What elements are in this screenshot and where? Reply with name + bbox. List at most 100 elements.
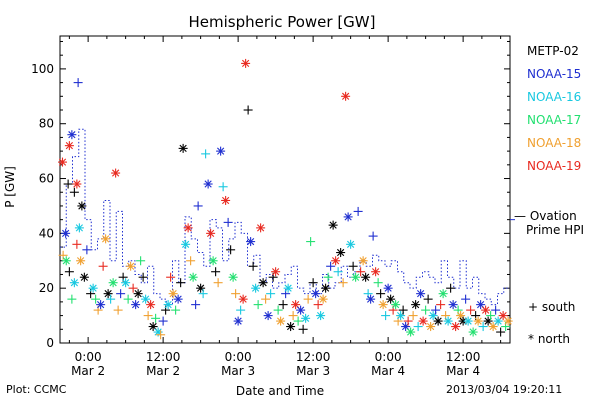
- marker-stroke: [284, 284, 292, 292]
- north-marker: [196, 283, 206, 293]
- marker-stroke: [141, 295, 150, 303]
- marker-stroke: [331, 257, 340, 265]
- y-tick-label: 20: [39, 281, 54, 295]
- marker-stroke: [78, 202, 86, 210]
- marker-stroke: [434, 317, 442, 325]
- marker-stroke: [419, 317, 427, 325]
- marker-stroke: [474, 317, 482, 325]
- south-marker: [338, 278, 348, 288]
- marker-stroke: [239, 295, 247, 303]
- south-marker: [266, 289, 276, 299]
- south-marker: [308, 278, 318, 288]
- south-marker: [201, 149, 211, 159]
- chart-title: Hemispheric Power [GW]: [189, 13, 376, 31]
- y-tick-label: 0: [46, 336, 54, 350]
- marker-stroke: [149, 322, 157, 331]
- south-marker: [373, 278, 383, 288]
- north-marker: [358, 256, 368, 266]
- north-marker: [103, 289, 113, 299]
- north-marker: [426, 322, 436, 332]
- south-marker: [353, 206, 363, 216]
- south-marker: [143, 311, 153, 321]
- south-marker: [486, 311, 496, 321]
- north-marker: [126, 261, 136, 271]
- marker-stroke: [58, 158, 67, 166]
- south-marker: [436, 300, 446, 310]
- x-tick-date-label: Mar 3: [296, 364, 330, 378]
- marker-stroke: [62, 257, 70, 265]
- south-marker: [398, 305, 408, 315]
- south-marker: [253, 300, 263, 310]
- marker-stroke: [411, 300, 420, 309]
- marker-stroke: [104, 290, 112, 298]
- south-marker: [368, 231, 378, 241]
- north-marker: [121, 278, 131, 288]
- marker-stroke: [164, 300, 172, 309]
- north-marker: [241, 58, 251, 68]
- legend-item-noaa-15: NOAA-15: [527, 67, 581, 81]
- marker-stroke: [291, 300, 300, 309]
- marker-stroke: [61, 229, 70, 237]
- marker-stroke: [341, 92, 350, 100]
- marker-stroke: [181, 240, 190, 248]
- north-marker: [178, 143, 188, 153]
- south-marker: [166, 272, 176, 282]
- north-marker: [221, 195, 231, 205]
- marker-stroke: [65, 142, 74, 150]
- north-marker: [481, 305, 491, 315]
- marker-stroke: [101, 235, 110, 243]
- x-tick-time-label: 12:00: [146, 350, 181, 364]
- marker-stroke: [346, 240, 355, 248]
- south-marker: [261, 294, 271, 304]
- y-tick-label: 60: [39, 172, 54, 186]
- marker-stroke: [131, 300, 140, 309]
- x-axis-label: Date and Time: [236, 384, 324, 398]
- north-marker: [468, 327, 478, 337]
- marker-stroke: [321, 284, 330, 292]
- north-marker: [88, 283, 98, 293]
- north-marker: [321, 283, 331, 293]
- marker-stroke: [271, 268, 280, 276]
- marker-stroke: [96, 300, 105, 309]
- marker-stroke: [276, 317, 285, 325]
- marker-stroke: [189, 273, 197, 281]
- south-marker: [236, 305, 246, 315]
- south-marker: [213, 278, 223, 288]
- south-marker: [381, 311, 391, 321]
- marker-stroke: [319, 295, 327, 303]
- x-tick-date-label: Mar 4: [371, 364, 405, 378]
- marker-stroke: [234, 317, 242, 325]
- marker-stroke: [209, 257, 217, 265]
- north-marker: [146, 300, 156, 310]
- model-legend-line2: Prime HPI: [526, 223, 584, 237]
- north-marker: [463, 316, 473, 326]
- north-marker: [173, 294, 183, 304]
- south-marker: [376, 289, 386, 299]
- marker-stroke: [344, 213, 352, 221]
- y-tick-label: 100: [31, 62, 54, 76]
- north-marker: [473, 316, 483, 326]
- marker-stroke: [179, 144, 187, 153]
- marker-stroke: [499, 311, 507, 320]
- north-marker: [183, 223, 193, 233]
- marker-stroke: [416, 290, 425, 298]
- marker-stroke: [204, 180, 212, 188]
- south-marker: [156, 330, 166, 340]
- marker-stroke: [246, 237, 255, 246]
- south-marker: [198, 289, 208, 299]
- marker-stroke: [444, 317, 452, 325]
- north-marker: [76, 256, 86, 266]
- north-marker: [238, 294, 248, 304]
- south-marker: [64, 267, 74, 277]
- north-marker: [391, 300, 401, 310]
- south-marker: [113, 305, 123, 315]
- north-marker: [316, 311, 326, 321]
- marker-stroke: [366, 295, 375, 303]
- marker-stroke: [286, 322, 295, 331]
- north-marker: [331, 256, 341, 266]
- north-marker: [286, 322, 296, 332]
- north-marker: [77, 201, 87, 211]
- north-marker: [256, 223, 266, 233]
